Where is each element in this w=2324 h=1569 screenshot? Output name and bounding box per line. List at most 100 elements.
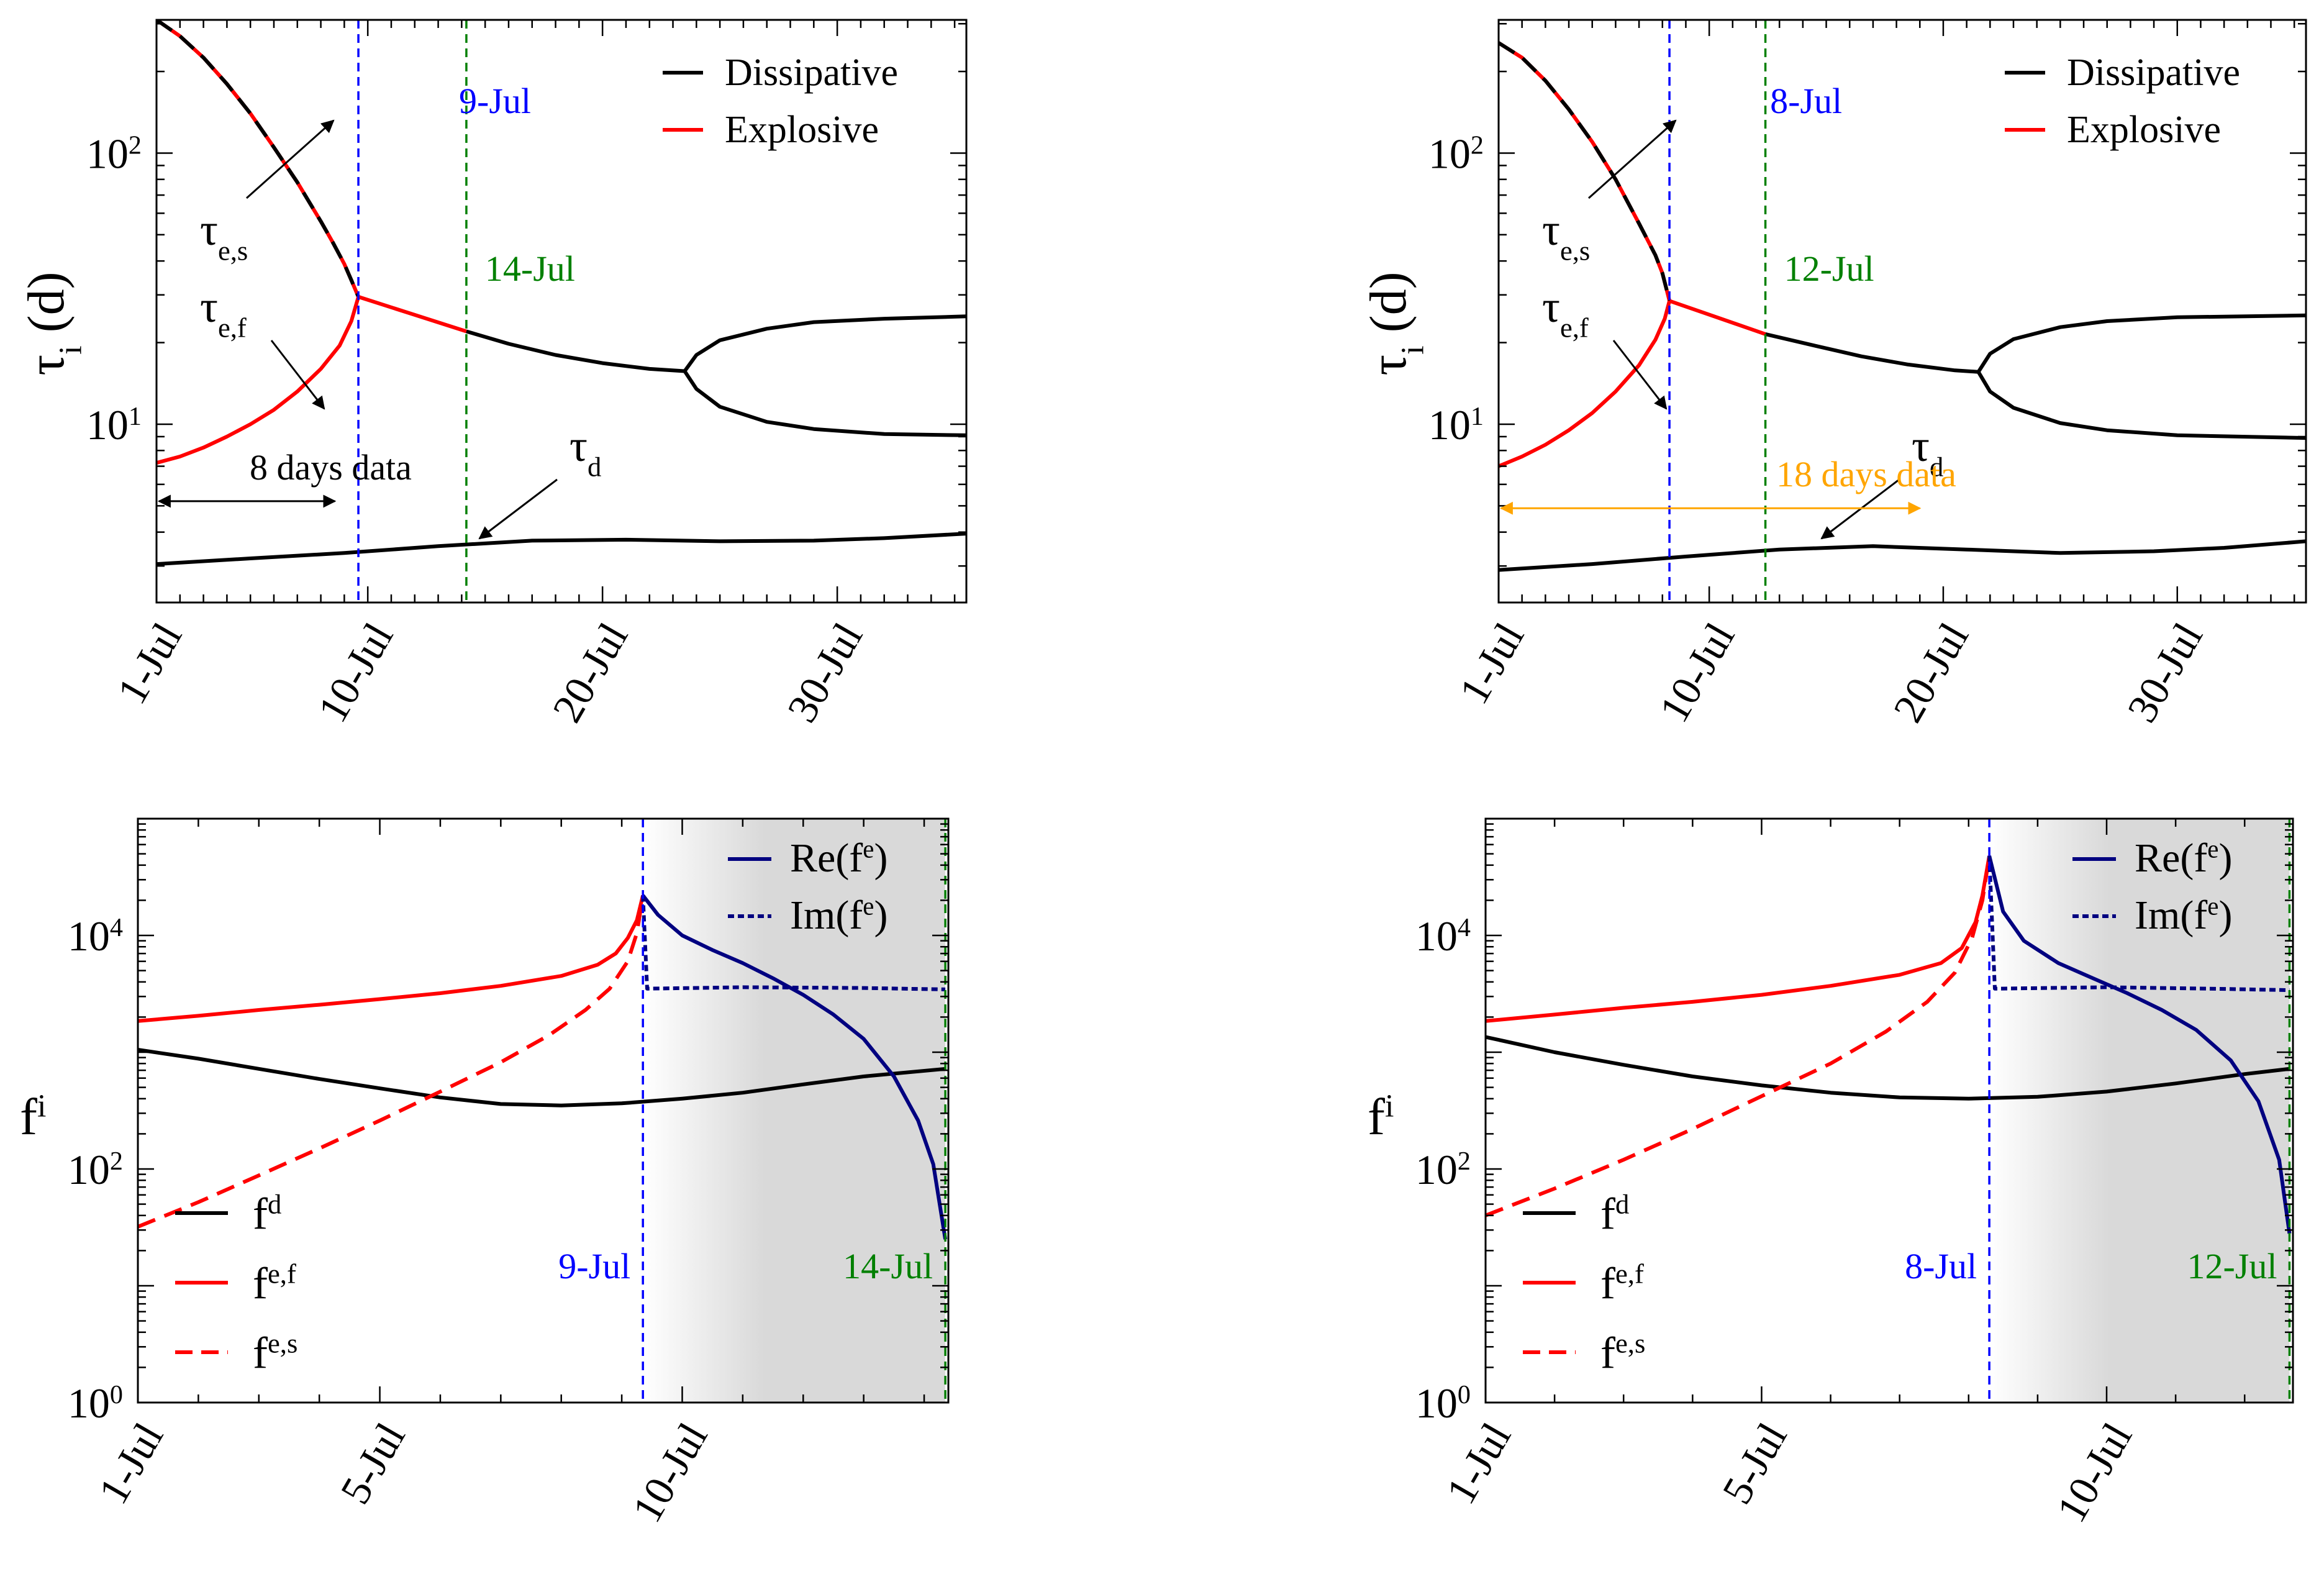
- y-axis-label: fi: [20, 1088, 46, 1146]
- chart-panel-top-right: 101 102 1-Jul 10-Jul 20-Jul 30-Jul τi (d) 8-Jul…: [1359, 19, 2307, 730]
- y-tick-label: 101: [86, 401, 142, 448]
- chart-panel-top-left: 101 102 1-Jul 10-Jul 20-Jul 30-Jul τi (d) 9-Jul…: [17, 19, 968, 730]
- series-tau_d: [1499, 539, 2306, 572]
- y-tick-label: 100: [1415, 1380, 1471, 1427]
- data-window-label: 18 days data: [1776, 454, 1956, 494]
- vline-label: 12-Jul: [1784, 248, 1874, 289]
- legend-label: Im(fe): [790, 893, 887, 938]
- x-tick-label: 30-Jul: [778, 615, 872, 730]
- legend-label: Dissipative: [2067, 52, 2240, 94]
- y-tick-label: 102: [1428, 130, 1484, 177]
- vline-label: 8-Jul: [1905, 1246, 1977, 1286]
- y-axis-label: fi: [1368, 1088, 1394, 1146]
- legend-label: fd: [253, 1189, 281, 1239]
- vline-label: 14-Jul: [485, 248, 575, 289]
- series-im_fe: [1987, 855, 2290, 993]
- tau-es-label: τe,s: [200, 205, 248, 266]
- y-tick-label: 104: [68, 912, 123, 960]
- tau-ef-label: τe,f: [1542, 282, 1589, 343]
- series-tau_es_dissipative: [1499, 41, 1672, 302]
- legend-label: fe,f: [1600, 1258, 1644, 1308]
- vline-label: 14-Jul: [843, 1246, 933, 1286]
- legend-label: Dissipative: [725, 52, 898, 94]
- y-axis-label: τi (d): [17, 271, 89, 375]
- tau-ef-arrow: [270, 340, 325, 410]
- series-f_d: [1486, 1035, 2290, 1101]
- tau-d-label: τd: [570, 421, 601, 482]
- series-tau_es_dissipative: [157, 20, 360, 298]
- legend-label: Re(fe): [790, 835, 887, 881]
- x-tick-label: 10-Jul: [2047, 1415, 2141, 1530]
- series-f_ef: [138, 894, 645, 1023]
- series-tau_es_explosive: [157, 20, 360, 298]
- y-tick-label: 102: [1415, 1146, 1471, 1193]
- series-tau_complex_dissipative: [1764, 332, 1979, 374]
- x-tick-label: 5-Jul: [331, 1415, 414, 1512]
- y-tick-label: 102: [68, 1146, 123, 1193]
- series-tau_branch_lower: [1976, 371, 2306, 440]
- tau-es-arrow: [1588, 119, 1677, 199]
- series-tau_ef: [157, 296, 360, 465]
- vline-label: 12-Jul: [2187, 1246, 2277, 1286]
- data-window-label: 8 days data: [250, 447, 412, 488]
- series-tau_ef: [1499, 300, 1672, 468]
- series-tau_d: [157, 532, 966, 566]
- tau-es-label: τe,s: [1542, 205, 1590, 266]
- series-tau_branch_upper: [1976, 313, 2306, 373]
- series-f_es: [1486, 855, 1992, 1217]
- y-tick-label: 100: [68, 1380, 123, 1427]
- x-tick-label: 10-Jul: [309, 615, 402, 730]
- tau-ef-arrow: [1612, 340, 1668, 410]
- legend-label: fe,s: [1600, 1328, 1645, 1378]
- x-tick-label: 20-Jul: [1884, 615, 1977, 730]
- legend-label: fd: [1600, 1189, 1629, 1239]
- legend-label: fe,f: [253, 1258, 296, 1308]
- series-f_es: [138, 895, 645, 1229]
- x-tick-label: 5-Jul: [1713, 1415, 1796, 1512]
- vline-label: 9-Jul: [558, 1246, 630, 1286]
- series-group: [138, 894, 948, 1240]
- chart-panel-bottom-left: 100 102 104 1-Jul 5-Jul 10-Jul fi 9-Jul 14-Jul Re…: [20, 817, 950, 1530]
- shaded-region: [1989, 819, 2290, 1403]
- series-tau_complex_explosive: [1669, 299, 1766, 336]
- x-tick-label: 10-Jul: [1650, 615, 1744, 730]
- series-tau_complex_explosive: [358, 295, 467, 334]
- y-tick-label: 101: [1428, 401, 1484, 448]
- y-tick-label: 102: [86, 130, 142, 177]
- x-tick-label: 1-Jul: [1450, 615, 1533, 712]
- tau-d-label: τd: [1912, 421, 1943, 482]
- tau-ef-label: τe,f: [200, 282, 247, 343]
- vline-label: 8-Jul: [1770, 81, 1842, 121]
- tau-d-arrow: [478, 478, 558, 540]
- x-tick-label: 30-Jul: [2118, 615, 2212, 730]
- plot-frame: [137, 817, 950, 1404]
- x-tick-label: 10-Jul: [623, 1415, 717, 1530]
- series-re_fe: [641, 894, 948, 1240]
- legend-label: Explosive: [2067, 109, 2221, 151]
- x-tick-label: 1-Jul: [89, 1415, 172, 1512]
- legend-label: fe,s: [253, 1328, 297, 1378]
- series-tau_branch_lower: [683, 370, 966, 437]
- series-f_ef: [1486, 855, 1992, 1023]
- shaded-region: [643, 819, 946, 1403]
- plot-frame: [155, 19, 968, 604]
- vline-label: 9-Jul: [459, 81, 531, 121]
- series-tau_complex_dissipative: [466, 329, 685, 373]
- chart-panel-bottom-right: 100 102 104 1-Jul 5-Jul 10-Jul fi 8-Jul 12-Jul Re…: [1368, 817, 2294, 1530]
- x-tick-label: 1-Jul: [1437, 1415, 1520, 1512]
- plot-frame: [1484, 817, 2294, 1404]
- y-axis-label: τi (d): [1359, 271, 1431, 375]
- series-group: [1486, 855, 2292, 1234]
- plot-frame: [1497, 19, 2307, 604]
- legend-label: Im(fe): [2135, 893, 2232, 938]
- y-tick-label: 104: [1415, 912, 1471, 960]
- x-tick-label: 1-Jul: [107, 615, 191, 712]
- series-group: [1499, 41, 2306, 572]
- x-tick-label: 20-Jul: [543, 615, 637, 730]
- tau-es-arrow: [246, 119, 335, 199]
- series-f_d: [138, 1048, 946, 1107]
- series-re_fe: [1987, 855, 2292, 1234]
- series-im_fe: [641, 895, 946, 991]
- series-tau_branch_upper: [683, 314, 966, 373]
